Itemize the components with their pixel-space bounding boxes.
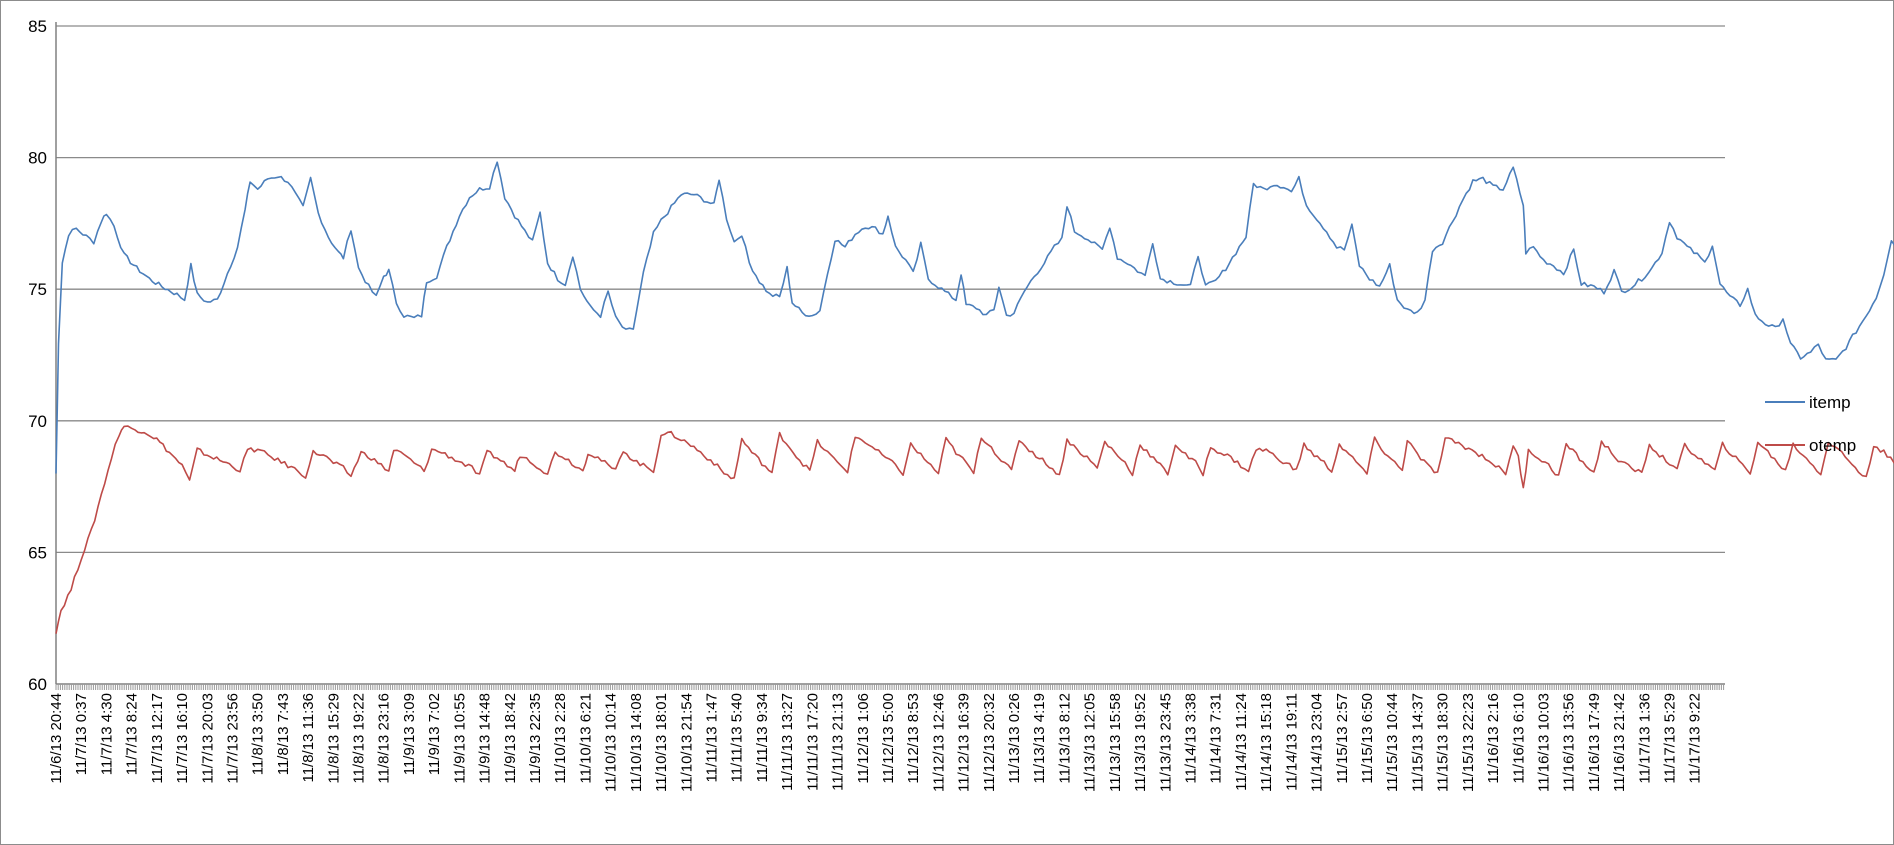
- x-tick-label: 11/16/13 2:16: [1485, 693, 1502, 784]
- x-tick-label: 11/11/13 9:34: [754, 693, 771, 783]
- x-tick-label: 11/14/13 23:04: [1309, 693, 1326, 792]
- x-tick-label: 11/8/13 15:29: [325, 693, 342, 784]
- x-tick-label: 11/12/13 8:53: [905, 693, 922, 784]
- x-tick-label: 11/12/13 1:06: [855, 693, 872, 784]
- x-tick-label: 11/7/13 0:37: [73, 693, 90, 775]
- x-tick-label: 11/14/13 3:38: [1183, 693, 1200, 784]
- x-tick-label: 11/7/13 4:30: [98, 693, 115, 775]
- y-tick-label: 70: [28, 412, 47, 431]
- x-tick-label: 11/16/13 13:56: [1561, 693, 1578, 792]
- legend-label-itemp: itemp: [1809, 393, 1851, 412]
- y-tick-label: 75: [28, 280, 47, 299]
- x-tick-label: 11/10/13 10:14: [603, 693, 620, 792]
- x-tick-label: 11/10/13 2:28: [552, 693, 569, 784]
- x-axis-minor-ticks: [55, 684, 1725, 690]
- x-tick-label: 11/16/13 10:03: [1535, 693, 1552, 792]
- x-tick-label: 11/14/13 15:18: [1258, 693, 1275, 792]
- x-tick-label: 11/6/13 20:44: [48, 693, 65, 784]
- x-tick-label: 11/8/13 11:36: [300, 693, 317, 783]
- x-tick-label: 11/12/13 20:32: [981, 693, 998, 792]
- x-tick-label: 11/16/13 21:42: [1611, 693, 1628, 792]
- x-tick-label: 11/9/13 18:42: [502, 693, 519, 784]
- x-tick-label: 11/10/13 6:21: [577, 693, 594, 784]
- y-tick-label: 60: [28, 675, 47, 694]
- x-tick-label: 11/11/13 5:40: [729, 693, 746, 783]
- x-tick-label: 11/17/13 5:29: [1662, 693, 1679, 784]
- x-tick-label: 11/17/13 1:36: [1636, 693, 1653, 784]
- x-tick-label: 11/7/13 12:17: [149, 693, 166, 784]
- x-tick-label: 11/16/13 6:10: [1510, 693, 1527, 784]
- y-tick-label: 65: [28, 543, 47, 562]
- x-tick-label: 11/10/13 14:08: [628, 693, 645, 792]
- x-tick-label: 11/10/13 21:54: [678, 693, 695, 792]
- x-tick-label: 11/13/13 8:12: [1056, 693, 1073, 784]
- x-tick-label: 11/8/13 19:22: [351, 693, 368, 784]
- x-tick-label: 11/9/13 22:35: [527, 693, 544, 784]
- x-tick-label: 11/15/13 2:57: [1334, 693, 1351, 784]
- x-tick-label: 11/12/13 12:46: [930, 693, 947, 792]
- x-tick-label: 11/12/13 5:00: [880, 693, 897, 784]
- x-tick-label: 11/11/13 1:47: [703, 693, 720, 783]
- x-tick-label: 11/11/13 17:20: [804, 693, 821, 791]
- x-tick-label: 11/9/13 10:55: [451, 693, 468, 784]
- x-tick-label: 11/14/13 11:24: [1233, 693, 1250, 791]
- y-tick-label: 80: [28, 149, 47, 168]
- x-tick-label: 11/13/13 12:05: [1082, 693, 1099, 792]
- x-tick-label: 11/12/13 16:39: [956, 693, 973, 792]
- x-tick-label: 11/17/13 9:22: [1687, 693, 1704, 784]
- x-tick-label: 11/15/13 18:30: [1435, 693, 1452, 792]
- legend-label-otemp: otemp: [1809, 436, 1856, 455]
- x-tick-label: 11/9/13 14:48: [477, 693, 494, 784]
- x-tick-label: 11/14/13 19:11: [1283, 693, 1300, 791]
- x-tick-label: 11/13/13 0:26: [1006, 693, 1023, 784]
- x-tick-label: 11/7/13 8:24: [124, 693, 141, 775]
- x-tick-label: 11/9/13 7:02: [426, 693, 443, 775]
- x-tick-label: 11/13/13 4:19: [1031, 693, 1048, 784]
- series-line-itemp: [55, 161, 1894, 474]
- x-tick-label: 11/15/13 14:37: [1409, 693, 1426, 792]
- x-tick-label: 11/8/13 3:50: [250, 693, 267, 775]
- x-tick-label: 11/15/13 6:50: [1359, 693, 1376, 784]
- x-tick-label: 11/15/13 10:44: [1384, 693, 1401, 792]
- x-tick-label: 11/15/13 22:23: [1460, 693, 1477, 792]
- x-tick-label: 11/8/13 7:43: [275, 693, 292, 775]
- x-tick-label: 11/9/13 3:09: [401, 693, 418, 775]
- x-tick-label: 11/10/13 18:01: [653, 693, 670, 792]
- x-tick-label: 11/11/13 21:13: [830, 693, 847, 791]
- x-tick-label: 11/7/13 20:03: [199, 693, 216, 784]
- y-tick-label: 85: [28, 17, 47, 36]
- x-tick-label: 11/13/13 23:45: [1157, 693, 1174, 792]
- x-tick-label: 11/14/13 7:31: [1208, 693, 1225, 784]
- x-tick-label: 11/8/13 23:16: [376, 693, 393, 784]
- x-tick-label: 11/7/13 16:10: [174, 693, 191, 784]
- x-tick-label: 11/7/13 23:56: [224, 693, 241, 784]
- series-line-otemp: [55, 425, 1894, 634]
- x-tick-label: 11/13/13 19:52: [1132, 693, 1149, 792]
- x-tick-label: 11/11/13 13:27: [779, 693, 796, 791]
- x-tick-label: 11/13/13 15:58: [1107, 693, 1124, 792]
- x-tick-label: 11/16/13 17:49: [1586, 693, 1603, 792]
